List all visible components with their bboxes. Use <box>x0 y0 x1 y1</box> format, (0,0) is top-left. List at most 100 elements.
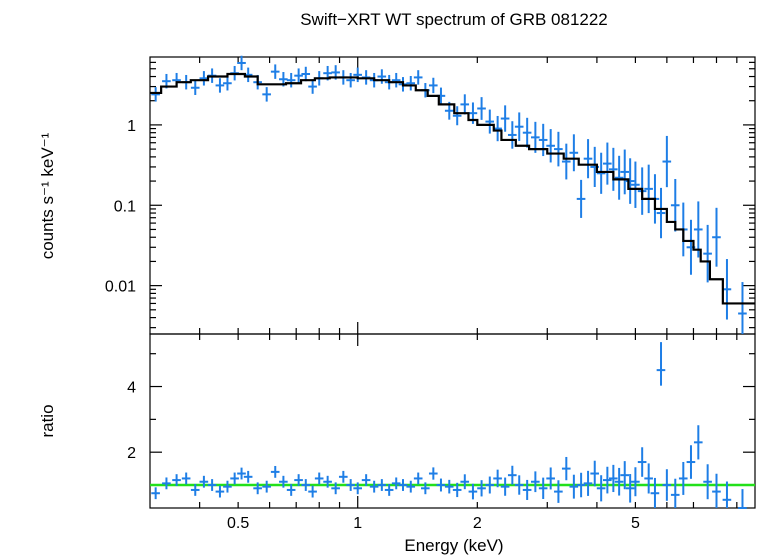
x-tick-label: 0.5 <box>227 515 249 532</box>
ratio-data-point <box>215 485 225 498</box>
ratio-data-point <box>413 472 423 485</box>
spectrum-data-point <box>546 129 555 163</box>
ratio-data-point <box>151 487 160 500</box>
top-plot-frame <box>149 56 756 335</box>
spectrum-data-point <box>477 97 486 120</box>
ratio-data-point <box>722 481 732 508</box>
ratio-data-point <box>301 479 311 491</box>
spectrum-data-point <box>308 79 317 94</box>
spectrum-data-point <box>625 158 635 204</box>
spectrum-data-point <box>561 143 571 180</box>
ratio-data-point <box>436 478 446 492</box>
ratio-data-layer <box>151 342 747 509</box>
spectrum-data-point <box>270 64 280 79</box>
bottom-axes: 0.5 1 2 5 2 4 <box>127 334 755 532</box>
bottom-y-axis-label: ratio <box>38 404 57 437</box>
ratio-data-point <box>693 425 703 460</box>
ratio-data-point <box>603 466 612 494</box>
ratio-data-point <box>608 464 618 493</box>
ratio-data-point <box>243 470 253 483</box>
spectrum-data-point <box>722 259 732 320</box>
ratio-data-point <box>637 447 647 477</box>
ratio-data-point <box>507 465 517 485</box>
ratio-data-point <box>346 479 355 491</box>
spectrum-data-point <box>531 121 540 153</box>
spectrum-data-point <box>662 135 672 188</box>
spectrum-data-point <box>223 76 232 91</box>
ratio-data-point <box>452 482 462 498</box>
ratio-data-point <box>230 472 239 485</box>
spectrum-data-point <box>576 179 586 218</box>
ratio-data-point <box>576 472 586 498</box>
spectrum-data-point <box>452 106 462 126</box>
y-tick-label: 1 <box>127 118 136 135</box>
spectrum-data-point <box>644 164 653 214</box>
ratio-data-point <box>738 489 747 509</box>
ratio-data-point <box>522 479 532 500</box>
ratio-data-point <box>199 475 209 488</box>
spectrum-data-point <box>514 112 524 141</box>
ratio-data-point <box>279 475 288 488</box>
x-axis-label: Energy (keV) <box>404 536 503 555</box>
spectrum-data-point <box>377 69 387 84</box>
ratio-data-point <box>294 474 303 487</box>
spectrum-data-point <box>460 94 470 115</box>
ratio-data-point <box>444 479 454 494</box>
spectrum-data-point <box>614 155 624 200</box>
ratio-data-point <box>391 477 401 490</box>
ratio-data-point <box>190 484 200 496</box>
ratio-data-point <box>485 476 495 494</box>
ratio-data-point <box>223 480 232 493</box>
ratio-data-point <box>538 477 548 499</box>
x-tick-label: 1 <box>353 515 362 532</box>
y-tick-label: 2 <box>127 445 136 462</box>
ratio-data-point <box>314 472 324 485</box>
ratio-data-point <box>514 475 524 495</box>
spectrum-data-point <box>631 161 640 208</box>
ratio-data-point <box>323 475 332 488</box>
ratio-data-point <box>712 473 721 508</box>
spectrum-data-point <box>294 68 303 83</box>
ratio-data-point <box>500 477 510 496</box>
ratio-data-point <box>596 475 606 502</box>
spectrum-data-point <box>406 76 416 91</box>
spectrum-data-point <box>500 105 510 132</box>
spectrum-data-point <box>485 109 495 134</box>
spectrum-data-point <box>301 66 311 82</box>
ratio-data-point <box>620 461 629 490</box>
ratio-data-point <box>631 467 640 497</box>
y-tick-label: 0.01 <box>105 279 136 296</box>
ratio-data-point <box>406 480 416 493</box>
model-step-line <box>150 72 755 305</box>
chart-title: Swift−XRT WT spectrum of GRB 081222 <box>300 10 608 29</box>
ratio-data-point <box>262 480 271 493</box>
ratio-data-point <box>420 482 430 495</box>
ratio-data-point <box>162 477 171 490</box>
ratio-data-point <box>237 467 246 480</box>
ratio-data-point <box>546 467 555 490</box>
x-tick-label: 2 <box>473 515 482 532</box>
ratio-data-point <box>331 482 340 495</box>
spectrum-data-point <box>738 282 747 334</box>
spectrum-data-point <box>538 123 548 157</box>
spectrum-data-point <box>522 117 532 148</box>
ratio-data-point <box>207 479 217 491</box>
ratio-data-point <box>686 445 696 479</box>
model-layer <box>150 72 755 305</box>
spectrum-data-point <box>596 152 606 194</box>
ratio-data-point <box>493 469 502 488</box>
ratio-data-point <box>353 482 362 495</box>
ratio-data-point <box>531 471 540 493</box>
ratio-data-point <box>308 485 317 498</box>
spectrum-data-point <box>262 87 271 102</box>
ratio-data-point <box>583 470 593 496</box>
spectrum-data-point <box>237 55 246 71</box>
bottom-plot-frame <box>149 333 756 509</box>
ratio-data-point <box>614 467 624 496</box>
ratio-data-point <box>270 465 280 478</box>
ratio-data-point <box>468 483 478 500</box>
spectrum-data-point <box>583 139 593 179</box>
ratio-data-point <box>703 464 712 500</box>
spectrum-data-point <box>603 142 612 185</box>
